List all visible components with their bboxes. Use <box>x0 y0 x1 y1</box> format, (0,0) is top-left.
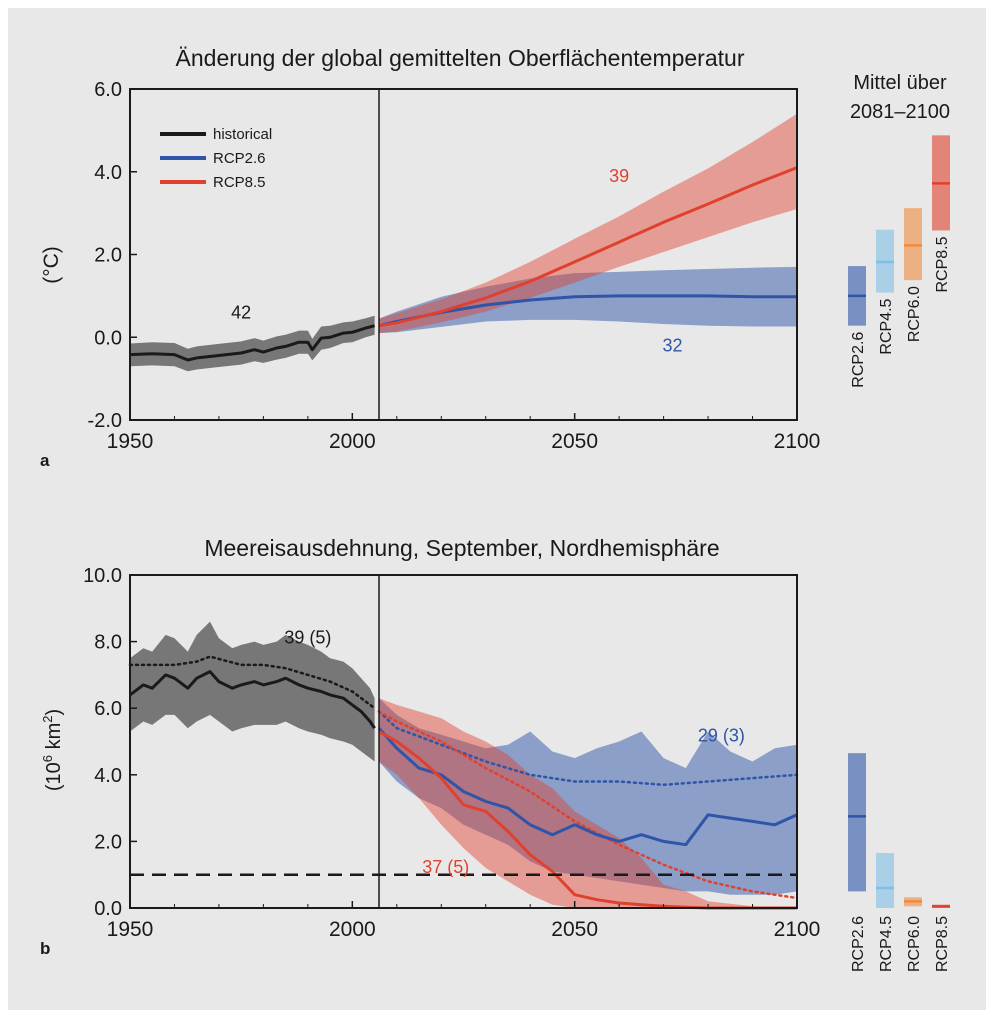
panel-a-xtick-label: 2100 <box>774 430 821 453</box>
panel-a-ytick-label: -2.0 <box>88 410 122 432</box>
panel-b-ytick-label: 4.0 <box>94 765 122 787</box>
climate-figure: Änderung der global gemittelten Oberfläc… <box>40 45 951 972</box>
panel-a-xtick-label: 2000 <box>329 430 376 453</box>
panel-b-title: Meereisausdehnung, September, Nordhemisp… <box>204 535 719 561</box>
panel-b-xtick-label: 2100 <box>774 918 821 941</box>
panel-a-series-label-rcp85: 39 <box>609 166 629 186</box>
panel-a-band-rcp85 <box>379 113 797 334</box>
panel-b-band-rcp85 <box>379 698 797 908</box>
panel-a-ytick-label: 2.0 <box>94 245 122 267</box>
side-a-bar-label: RCP8.5 <box>934 236 951 292</box>
side-b-bar-label: RCP6.0 <box>906 916 923 972</box>
side-b-bar-rcp45 <box>876 853 894 908</box>
panel-a-legend: historical RCP2.6 RCP8.5 <box>160 126 272 191</box>
legend-historical-label: historical <box>213 126 272 143</box>
panel-b-ytick-label: 0.0 <box>94 898 122 920</box>
panel-b-line-rcp26 <box>377 727 798 847</box>
panel-b-letter: b <box>40 939 50 958</box>
panel-a-ytick-label: 4.0 <box>94 162 122 184</box>
panel-a-xtick-label: 1950 <box>107 430 154 453</box>
panel-a-ylabel: (°C) <box>40 246 63 284</box>
side-a-bar-label: RCP4.5 <box>878 298 895 354</box>
panel-a-plot: 1950 2000 2050 2100 -2.0 0.0 2.0 4.0 6.0 42 32 39 <box>88 79 821 453</box>
side-a-title-line2: 2081–2100 <box>850 101 950 123</box>
side-b-bar-label: RCP2.6 <box>850 916 867 972</box>
panel-b-plot: 1950 2000 2050 2100 0.0 2.0 4.0 6.0 8.0 10.0 39 (5… <box>83 565 820 941</box>
panel-b-series-label-rcp85: 37 (5) <box>422 857 469 877</box>
panel-b-band-historical <box>130 621 375 762</box>
panel-a-title: Änderung der global gemittelten Oberfläc… <box>176 45 745 71</box>
panel-a-series-label-rcp26: 32 <box>662 336 682 356</box>
panel-a-line-rcp85 <box>378 166 798 328</box>
panel-b-side-bars: RCP2.6 RCP4.5 RCP6.0 RCP8.5 <box>848 753 951 972</box>
panel-a-band-rcp26 <box>379 266 797 334</box>
panel-b-ylabel: (106 km2) <box>40 709 65 791</box>
legend-rcp85-label: RCP8.5 <box>213 174 266 191</box>
panel-b-plot-frame <box>129 574 798 909</box>
panel-b-series-label-historical: 39 (5) <box>284 627 331 647</box>
panel-a-series-label-historical: 42 <box>231 303 251 323</box>
side-b-bar-rcp26 <box>848 753 866 892</box>
side-b-bar-label: RCP8.5 <box>934 916 951 972</box>
side-a-title-line1: Mittel über <box>853 72 947 94</box>
panel-b-ytick-label: 8.0 <box>94 632 122 654</box>
side-a-bar-label: RCP6.0 <box>906 286 923 342</box>
panel-a-side-bars: RCP2.6 RCP4.5 RCP6.0 RCP8.5 <box>848 135 951 388</box>
panel-a-ytick-label: 6.0 <box>94 79 122 101</box>
panel-b-xtick-label: 2000 <box>329 918 376 941</box>
panel-a-band-historical <box>130 315 375 372</box>
panel-a-line-historical <box>129 324 375 362</box>
panel-a-letter: a <box>40 451 50 470</box>
panel-b-series-label-rcp26: 29 (3) <box>698 726 745 746</box>
panel-b-ytick-label: 10.0 <box>83 565 122 587</box>
legend-rcp26-label: RCP2.6 <box>213 150 266 167</box>
panel-b-xtick-label: 2050 <box>551 918 598 941</box>
panel-a-ytick-label: 0.0 <box>94 327 122 349</box>
figure-background: Änderung der global gemittelten Oberfläc… <box>8 8 986 1010</box>
panel-b-dotted-rcp26 <box>377 710 799 787</box>
panel-b-ytick-label: 6.0 <box>94 698 122 720</box>
panel-b-band-rcp26 <box>379 698 797 895</box>
panel-b-dotted-rcp85 <box>377 710 799 900</box>
panel-b-ytick-label: 2.0 <box>94 831 122 853</box>
panel-b-dotted-historical <box>128 655 376 710</box>
side-a-bar-label: RCP2.6 <box>850 332 867 388</box>
side-b-bar-label: RCP4.5 <box>878 916 895 972</box>
panel-b-xtick-label: 1950 <box>107 918 154 941</box>
panel-b-line-historical <box>129 670 376 730</box>
panel-a-xtick-label: 2050 <box>551 430 598 453</box>
